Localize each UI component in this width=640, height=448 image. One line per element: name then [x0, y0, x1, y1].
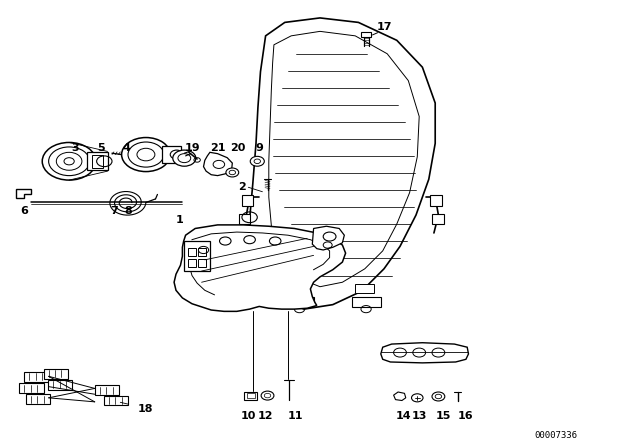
Bar: [247, 393, 255, 398]
Text: 14: 14: [396, 411, 411, 421]
Text: 12: 12: [258, 411, 273, 421]
Text: 20: 20: [230, 143, 246, 153]
Polygon shape: [204, 152, 232, 176]
Circle shape: [412, 394, 423, 402]
Bar: [285, 297, 314, 307]
Bar: [188, 259, 196, 267]
Text: 16: 16: [458, 411, 474, 421]
Text: 13: 13: [412, 411, 428, 421]
Bar: [291, 284, 310, 293]
Bar: [92, 155, 103, 168]
Bar: [355, 284, 374, 293]
Polygon shape: [312, 226, 344, 250]
Circle shape: [42, 142, 96, 180]
Bar: [239, 214, 250, 224]
Bar: [19, 383, 44, 393]
Circle shape: [122, 138, 170, 172]
Bar: [430, 195, 442, 206]
Bar: [48, 380, 72, 390]
Bar: [184, 241, 210, 271]
Text: 15: 15: [436, 411, 451, 421]
Text: 7: 7: [110, 207, 118, 216]
Text: 17: 17: [376, 22, 392, 32]
Bar: [26, 394, 50, 404]
Bar: [87, 152, 108, 170]
Circle shape: [226, 168, 239, 177]
Bar: [432, 214, 444, 224]
Text: 8: 8: [124, 207, 132, 216]
Text: 21: 21: [210, 143, 225, 153]
Bar: [44, 369, 68, 379]
Bar: [198, 248, 206, 256]
Text: 00007336: 00007336: [534, 431, 577, 440]
Bar: [24, 372, 49, 382]
Text: 6: 6: [20, 206, 28, 215]
Bar: [361, 32, 371, 37]
Text: 19: 19: [184, 143, 200, 153]
Polygon shape: [381, 343, 468, 363]
Text: 9: 9: [255, 143, 263, 153]
Circle shape: [432, 392, 445, 401]
Circle shape: [173, 150, 196, 166]
Text: 10: 10: [241, 411, 256, 421]
Text: 11: 11: [288, 411, 303, 421]
Bar: [198, 259, 206, 267]
Text: 5: 5: [97, 143, 105, 153]
Bar: [244, 392, 257, 400]
Text: 3: 3: [72, 143, 79, 153]
Polygon shape: [394, 392, 406, 401]
Bar: [242, 195, 253, 206]
Text: 4: 4: [123, 143, 131, 153]
Bar: [188, 248, 196, 256]
Polygon shape: [174, 225, 346, 311]
Polygon shape: [250, 18, 435, 309]
Text: 18: 18: [138, 404, 154, 414]
Bar: [162, 146, 181, 163]
Text: 1: 1: [175, 215, 183, 224]
Circle shape: [250, 156, 264, 166]
Polygon shape: [16, 189, 31, 198]
Text: 2: 2: [238, 182, 246, 192]
Bar: [104, 396, 128, 405]
Bar: [95, 385, 119, 395]
Bar: [352, 297, 381, 307]
